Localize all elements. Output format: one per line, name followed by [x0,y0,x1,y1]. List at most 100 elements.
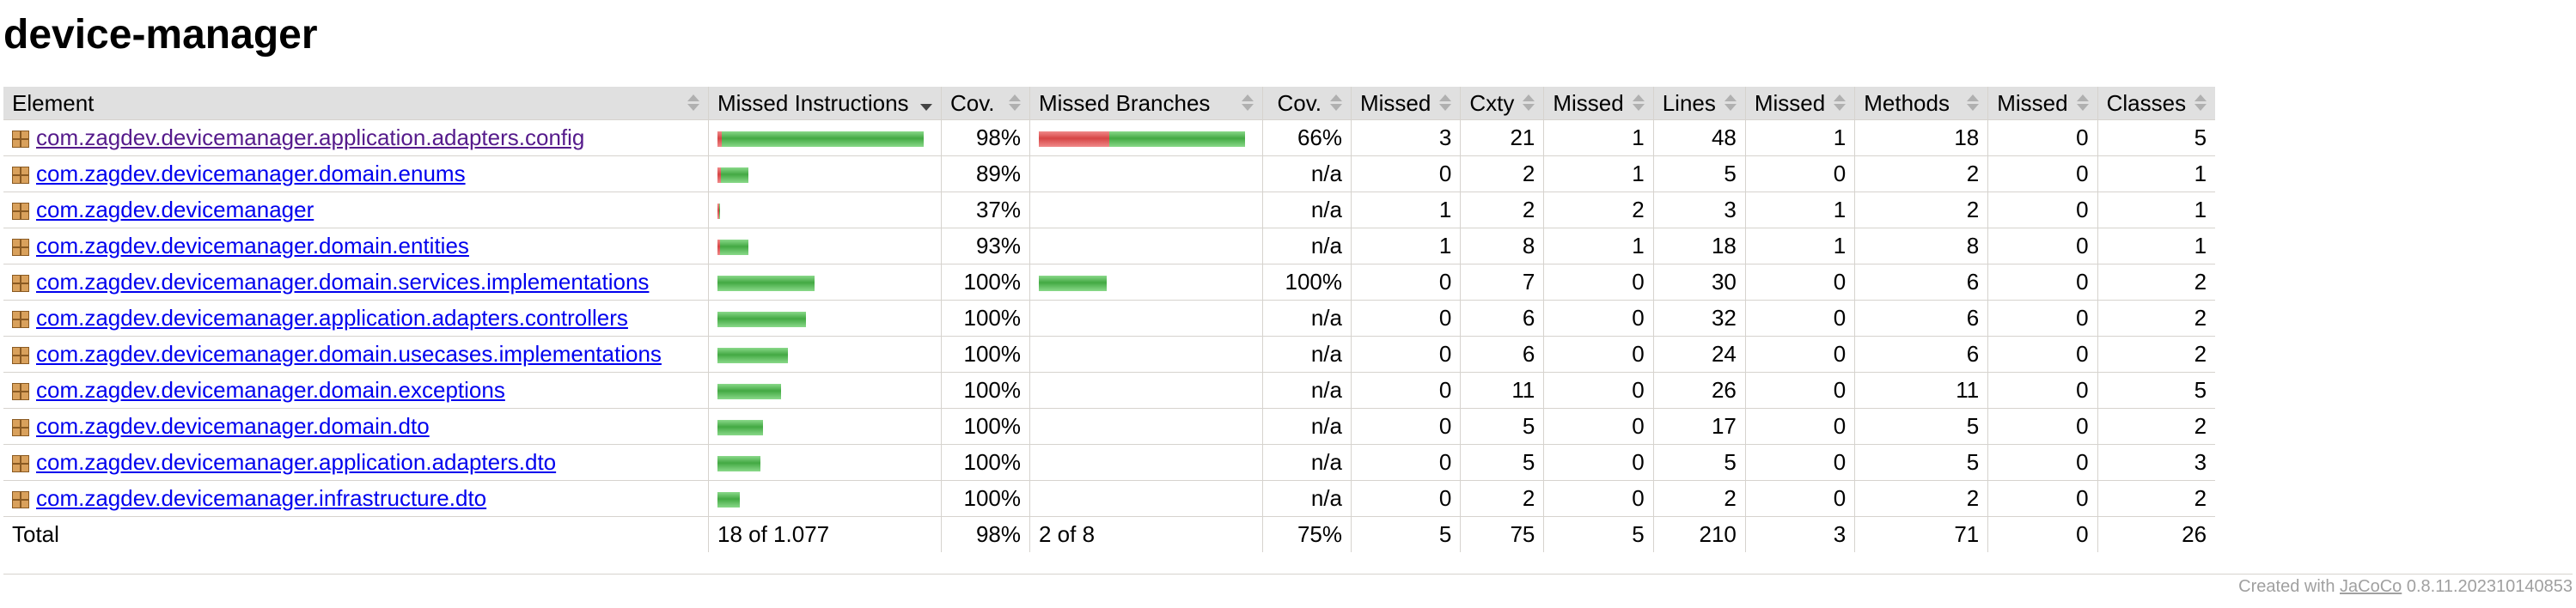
covered-segment [717,492,740,508]
missed-cxty: 0 [1350,155,1461,192]
package-icon [12,203,29,220]
total-label: Total [12,521,59,547]
col-element[interactable]: Element [3,87,709,120]
cxty: 5 [1460,408,1544,445]
instructions-bar-cell [708,119,942,156]
missed-methods: 0 [1744,372,1855,409]
package-link[interactable]: com.zagdev.devicemanager.domain.exceptio… [36,377,505,403]
instructions-bar [717,492,740,508]
cov-instructions: 100% [941,480,1030,517]
package-link[interactable]: com.zagdev.devicemanager.domain.enums [36,161,466,186]
package-link[interactable]: com.zagdev.devicemanager.domain.services… [36,269,650,295]
package-link[interactable]: com.zagdev.devicemanager.domain.entities [36,233,469,258]
element-cell: com.zagdev.devicemanager.domain.usecases… [3,336,709,373]
package-link[interactable]: com.zagdev.devicemanager [36,197,314,222]
sort-icon [1242,94,1254,112]
missed-classes: 0 [1987,228,2098,264]
col-missed-classes[interactable]: Missed [1987,87,2098,120]
cxty: 7 [1460,264,1544,301]
classes: 3 [2097,444,2216,481]
package-icon [12,275,29,292]
missed-lines: 1 [1543,228,1654,264]
missed-classes: 0 [1987,336,2098,373]
branches-bar-cell [1029,336,1263,373]
branches-bar-cell [1029,264,1263,301]
methods: 8 [1854,228,1988,264]
branches-bar-cell [1029,408,1263,445]
missed-classes: 0 [1987,192,2098,228]
cxty: 11 [1460,372,1544,409]
package-link[interactable]: com.zagdev.devicemanager.application.ada… [36,305,628,331]
instructions-bar [717,167,748,184]
package-link[interactable]: com.zagdev.devicemanager.domain.usecases… [36,341,662,367]
classes: 1 [2097,155,2216,192]
sort-icon [687,94,699,112]
col-cxty[interactable]: Cxty [1460,87,1544,120]
instructions-bar-cell [708,408,942,445]
covered-segment [722,131,924,148]
missed-cxty: 0 [1350,372,1461,409]
total-lines: 210 [1652,516,1746,552]
methods: 2 [1854,192,1988,228]
table-row: com.zagdev.devicemanager.infrastructure.… [3,480,2216,517]
methods: 2 [1854,155,1988,192]
total-missed-cxty: 5 [1350,516,1461,552]
cov-branches: n/a [1262,228,1352,264]
col-missed-instructions[interactable]: Missed Instructions [708,87,942,120]
col-cov-instructions[interactable]: Cov. [941,87,1030,120]
missed-classes: 0 [1987,300,2098,337]
col-lines[interactable]: Lines [1652,87,1746,120]
instructions-bar [717,420,763,436]
missed-lines: 0 [1543,480,1654,517]
branches-bar-cell [1029,192,1263,228]
cov-branches: n/a [1262,336,1352,373]
instructions-bar-cell [708,264,942,301]
missed-cxty: 0 [1350,480,1461,517]
instructions-bar-cell [708,155,942,192]
package-icon [12,167,29,184]
cov-instructions: 100% [941,264,1030,301]
total-classes: 26 [2097,516,2216,552]
total-missed-methods: 3 [1744,516,1855,552]
cov-branches: 66% [1262,119,1352,156]
cov-instructions: 100% [941,300,1030,337]
col-missed-branches[interactable]: Missed Branches [1029,87,1263,120]
covered-segment [721,167,748,184]
package-icon [12,347,29,364]
col-missed-cxty[interactable]: Missed [1350,87,1461,120]
col-classes[interactable]: Classes [2097,87,2216,120]
col-missed-methods[interactable]: Missed [1744,87,1855,120]
lines: 17 [1652,408,1746,445]
branches-bar-cell [1029,372,1263,409]
missed-lines: 2 [1543,192,1654,228]
lines: 48 [1652,119,1746,156]
lines: 18 [1652,228,1746,264]
missed-classes: 0 [1987,119,2098,156]
missed-cxty: 0 [1350,300,1461,337]
total-cxty: 75 [1460,516,1544,552]
missed-methods: 1 [1744,228,1855,264]
element-cell: com.zagdev.devicemanager.application.ada… [3,300,709,337]
missed-lines: 0 [1543,300,1654,337]
branches-bar-cell [1029,155,1263,192]
covered-segment [717,348,788,364]
missed-methods: 0 [1744,155,1855,192]
package-link[interactable]: com.zagdev.devicemanager.domain.dto [36,413,430,439]
total-cov-branches: 75% [1262,516,1352,552]
instructions-bar [717,348,788,364]
col-cov-branches[interactable]: Cov. [1262,87,1352,120]
col-methods[interactable]: Methods [1854,87,1988,120]
total-branches: 2 of 8 [1029,516,1263,552]
col-missed-lines[interactable]: Missed [1543,87,1654,120]
element-cell: com.zagdev.devicemanager.domain.entities [3,228,709,264]
covered-segment [717,312,806,328]
total-missed-lines: 5 [1543,516,1654,552]
branches-bar-cell [1029,228,1263,264]
sort-icon [2076,94,2089,112]
package-link[interactable]: com.zagdev.devicemanager.application.ada… [36,125,585,150]
jacoco-link[interactable]: JaCoCo [2340,577,2402,596]
covered-segment [717,456,760,472]
package-link[interactable]: com.zagdev.devicemanager.infrastructure.… [36,485,487,511]
missed-lines: 0 [1543,336,1654,373]
package-link[interactable]: com.zagdev.devicemanager.application.ada… [36,449,557,475]
